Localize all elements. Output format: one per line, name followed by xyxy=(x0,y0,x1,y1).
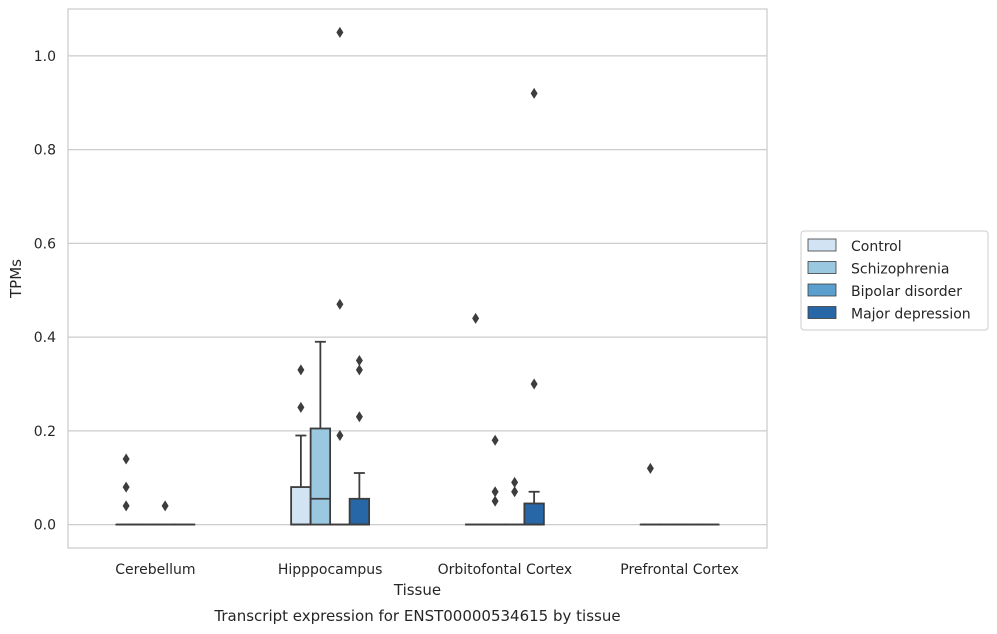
x-tick-label: Orbitofontal Cortex xyxy=(438,562,573,578)
legend-swatch xyxy=(807,261,837,274)
y-tick-label: 1.0 xyxy=(34,49,56,65)
legend-label: Bipolar disorder xyxy=(851,284,962,300)
outlier-point xyxy=(122,481,130,493)
outlier-point xyxy=(355,364,363,376)
legend-label: Control xyxy=(851,239,902,255)
outlier-point xyxy=(297,401,305,413)
legend-swatch xyxy=(807,306,837,319)
y-tick-labels: 0.0 0.2 0.4 0.6 0.8 1.0 xyxy=(34,49,56,534)
outlier-point xyxy=(530,87,538,99)
y-axis-label: TPMs xyxy=(7,259,25,299)
x-axis-label: Tissue xyxy=(393,581,441,599)
legend-swatch xyxy=(807,238,837,252)
outlier-point xyxy=(491,486,499,498)
outlier-point xyxy=(336,430,344,442)
legend: Control Schizophrenia Bipolar disorder Majo… xyxy=(800,230,989,331)
box-hipppocampus-schizophrenia xyxy=(309,340,332,526)
chart-caption: Transcript expression for ENST0000053461… xyxy=(213,607,620,625)
outlier-point xyxy=(336,26,344,38)
outlier-point xyxy=(161,500,169,512)
grid-lines xyxy=(68,55,767,526)
outlier-point xyxy=(297,364,305,376)
outlier-point xyxy=(355,355,363,367)
outlier-point xyxy=(646,462,654,474)
y-tick-label: 0.8 xyxy=(34,143,56,159)
legend-frame xyxy=(800,230,989,331)
outlier-point xyxy=(491,495,499,507)
legend-label: Schizophrenia xyxy=(851,262,949,278)
legend-label: Major depression xyxy=(851,307,971,323)
outlier-point xyxy=(336,298,344,310)
legend-swatch xyxy=(807,283,837,297)
x-tick-label: Cerebellum xyxy=(115,562,195,578)
y-tick-label: 0.2 xyxy=(34,424,56,440)
outlier-point xyxy=(122,453,130,465)
box-body xyxy=(309,427,332,526)
y-tick-label: 0.0 xyxy=(34,518,56,534)
box-body xyxy=(348,497,371,526)
outlier-point xyxy=(355,411,363,423)
box-body xyxy=(290,486,312,526)
outlier-point xyxy=(491,434,499,446)
box-orbitofontal-cortex-major-depression xyxy=(523,490,545,526)
box-plots xyxy=(115,340,720,526)
x-tick-label: Prefrontal Cortex xyxy=(620,562,739,578)
outlier-point xyxy=(122,500,130,512)
box-hipppocampus-control xyxy=(290,434,312,526)
x-tick-labels: Cerebellum Hipppocampus Orbitofontal Corte… xyxy=(115,562,739,578)
outlier-point xyxy=(511,486,519,498)
outlier-point xyxy=(530,378,538,390)
x-tick-label: Hipppocampus xyxy=(278,562,383,578)
y-tick-label: 0.4 xyxy=(34,330,56,346)
plot-frame xyxy=(67,8,768,549)
outlier-point xyxy=(511,476,519,488)
box-hipppocampus-major-depression xyxy=(348,472,371,526)
outlier-point xyxy=(472,312,480,324)
outlier-points xyxy=(122,26,654,512)
y-tick-label: 0.6 xyxy=(34,236,56,252)
box-body xyxy=(523,502,545,526)
